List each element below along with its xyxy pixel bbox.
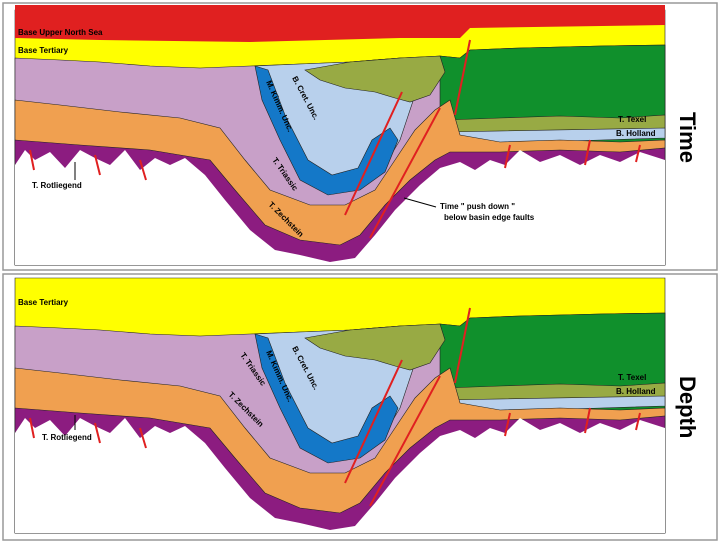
horizon-label: Base Tertiary [18, 298, 69, 307]
horizon-label: T. Rotliegend [32, 181, 82, 190]
horizon-label: B. Holland [616, 129, 656, 138]
annotation: below basin edge faults [444, 213, 535, 222]
horizon-label: T. Texel [618, 373, 646, 382]
arrow [403, 197, 437, 208]
horizon-label: Base Upper North Sea [18, 28, 103, 37]
depth-section [14, 277, 666, 534]
time-section [14, 9, 666, 266]
horizon-label: T. Rotliegend [42, 433, 92, 442]
horizon-label: T. Texel [618, 115, 646, 124]
side-label: Depth [675, 376, 700, 438]
upper-north-sea-layer [15, 5, 665, 42]
side-label: Time [675, 112, 700, 163]
horizon-label: Base Tertiary [18, 46, 69, 55]
horizon-label: B. Holland [616, 387, 656, 396]
annotation: Time " push down " [440, 202, 515, 211]
